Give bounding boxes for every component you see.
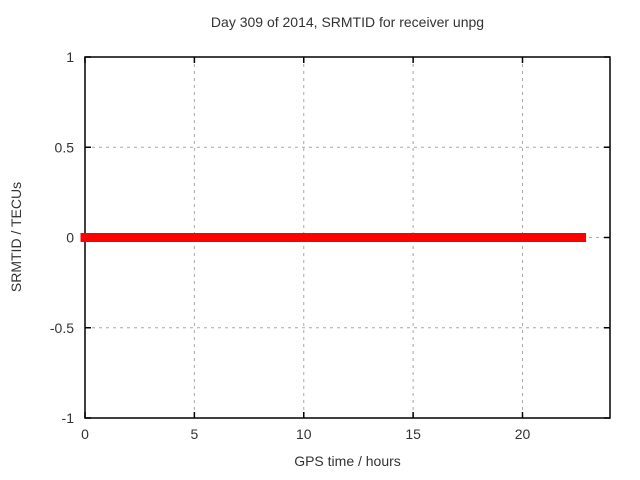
x-tick-label: 10 xyxy=(296,426,312,442)
x-tick-label: 15 xyxy=(405,426,421,442)
x-axis-label: GPS time / hours xyxy=(294,453,401,469)
y-tick-label: 0.5 xyxy=(55,139,75,155)
y-axis-label: SRMTID / TECUs xyxy=(8,181,24,293)
y-tick-label: -0.5 xyxy=(50,320,74,336)
x-tick-label: 20 xyxy=(515,426,531,442)
y-tick-label: 1 xyxy=(66,49,74,65)
x-tick-label: 0 xyxy=(81,426,89,442)
chart-title: Day 309 of 2014, SRMTID for receiver unp… xyxy=(210,14,485,30)
y-tick-label: 0 xyxy=(66,230,74,246)
y-tick-label: -1 xyxy=(62,410,75,426)
x-tick-label: 5 xyxy=(190,426,198,442)
